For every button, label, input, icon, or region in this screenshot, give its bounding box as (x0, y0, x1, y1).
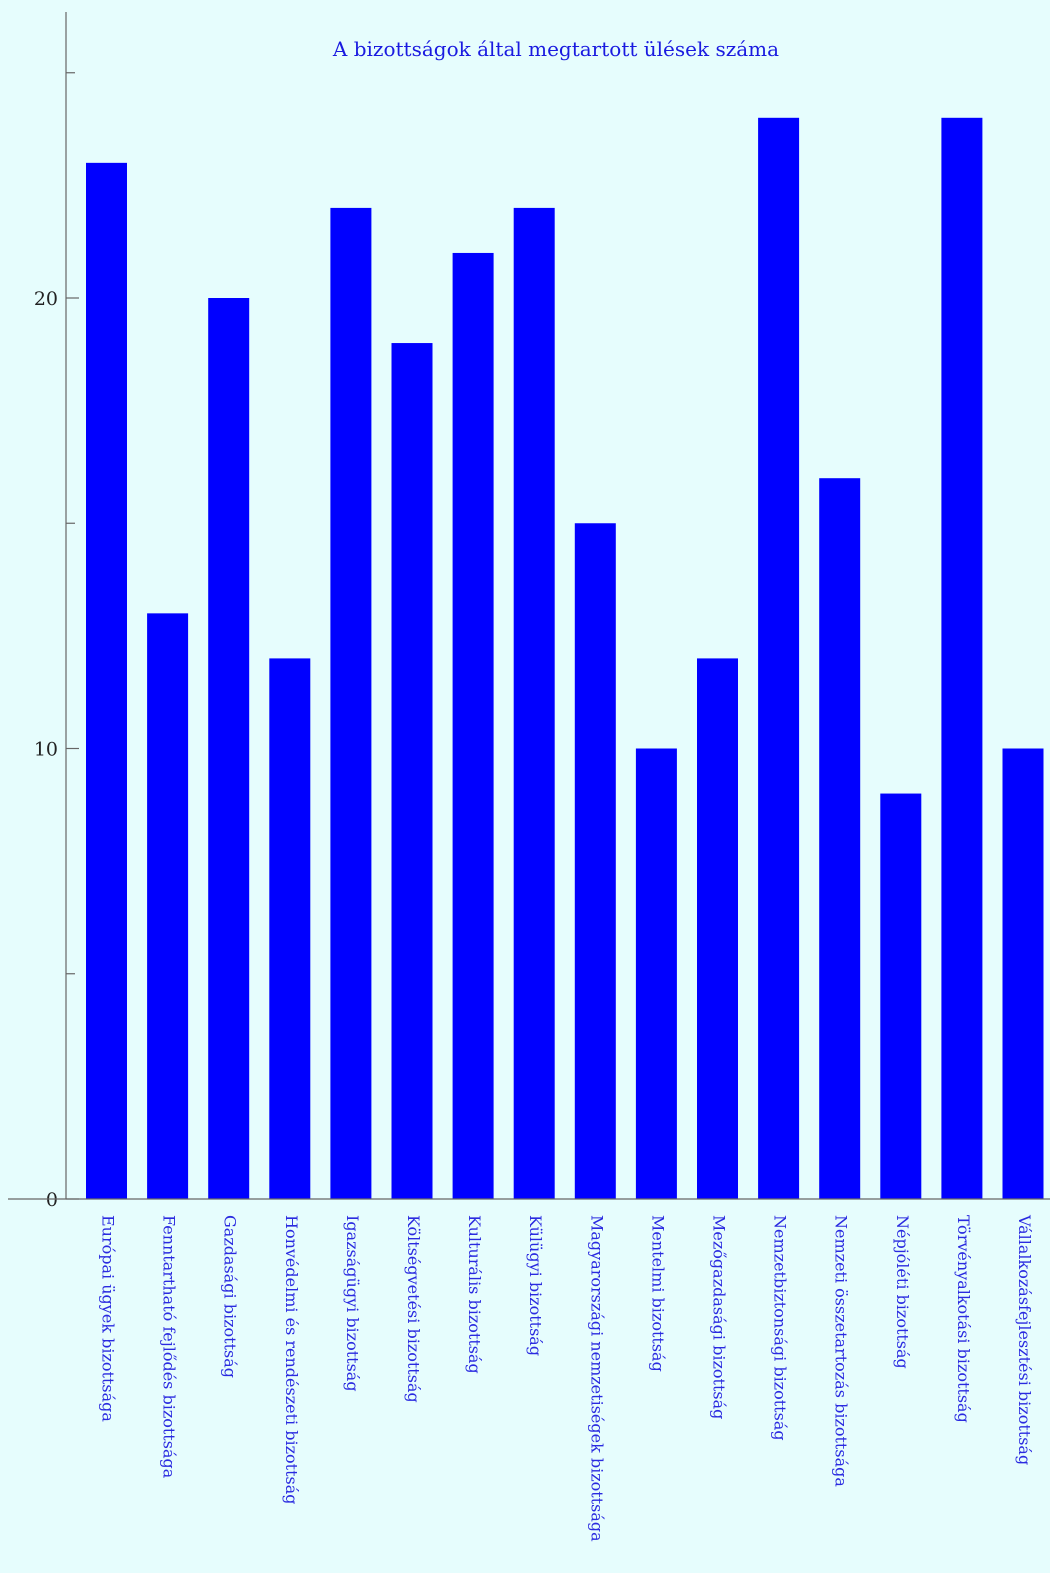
x-axis-labels: Európai ügyek bizottsága Fenntartható fej… (99, 1214, 1035, 1542)
bar (1002, 748, 1044, 1199)
bar (208, 298, 250, 1199)
x-tick-label: Nemzeti összetartozás bizottsága (832, 1215, 851, 1487)
bar (941, 117, 983, 1199)
y-tick-label: 10 (34, 739, 58, 761)
bar (330, 207, 372, 1199)
x-tick-label: Vállalkozásfejlesztési bizottság (1015, 1214, 1034, 1465)
y-tick-label: 20 (34, 288, 58, 310)
bar (391, 343, 433, 1199)
bar (697, 658, 738, 1199)
chart-title: A bizottságok által megtartott ülések sz… (332, 37, 779, 61)
x-tick-label: Költségvetési bizottság (404, 1215, 423, 1403)
bar (635, 748, 677, 1199)
x-tick-label: Európai ügyek bizottsága (99, 1215, 118, 1422)
bar (880, 793, 922, 1199)
x-tick-label: Külügyi bizottság (526, 1215, 545, 1356)
bar (269, 658, 311, 1199)
x-tick-label: Népjóléti bizottság (893, 1215, 912, 1369)
bar (574, 523, 616, 1199)
x-tick-label: Mezőgazdasági bizottság (710, 1215, 729, 1419)
bar (758, 117, 800, 1199)
x-tick-label: Honvédelmi és rendészeti bizottság (282, 1215, 301, 1505)
x-tick-label: Magyarországi nemzetiségek bizottsága (587, 1215, 606, 1542)
bar (819, 478, 861, 1199)
x-tick-label: Nemzetbiztonsági bizottság (771, 1215, 790, 1441)
bar (147, 613, 189, 1199)
bar (452, 252, 494, 1199)
x-tick-label: Kulturális bizottság (465, 1215, 484, 1374)
y-axis-ticks: 0 10 20 (34, 72, 79, 1211)
y-tick-label: 0 (46, 1189, 58, 1211)
bars (86, 117, 1044, 1200)
x-tick-label: Gazdasági bizottság (221, 1215, 240, 1378)
x-tick-label: Fenntartható fejlődés bizottsága (160, 1215, 179, 1479)
x-tick-label: Igazságügyi bizottság (343, 1215, 362, 1392)
x-tick-label: Törvényalkotási bizottság (954, 1215, 973, 1423)
bar (513, 207, 555, 1199)
bar (86, 162, 127, 1200)
x-tick-label: Mentelmi bizottság (648, 1215, 667, 1372)
